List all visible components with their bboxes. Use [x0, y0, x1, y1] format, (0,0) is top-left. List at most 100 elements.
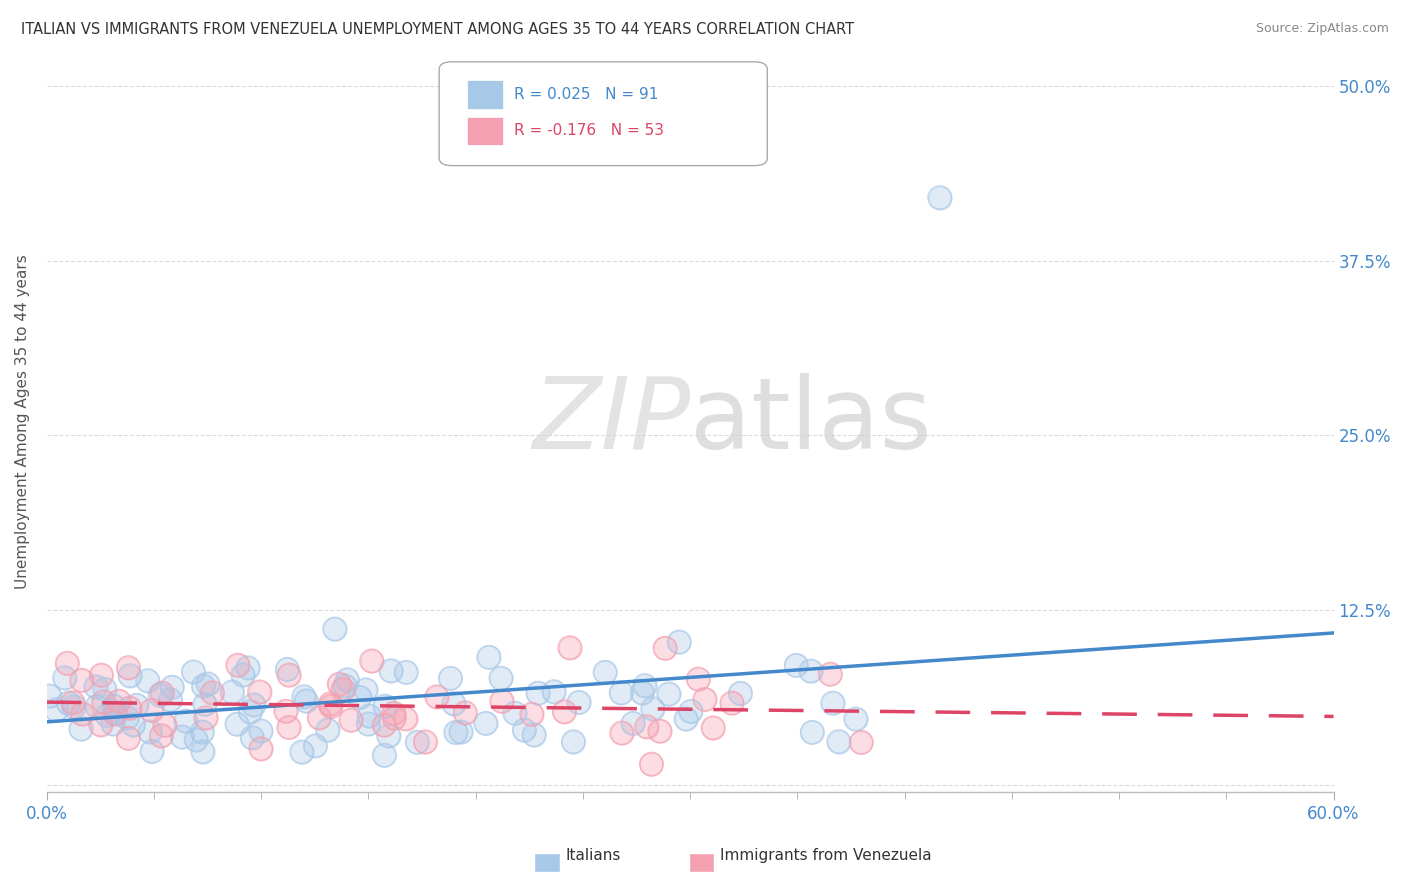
Point [38, 689, 60, 703]
Point [415, 735, 437, 749]
Point [104, 706, 127, 720]
Point [702, 721, 724, 735]
Point [688, 672, 710, 686]
Text: R = -0.176   N = 53: R = -0.176 N = 53 [513, 123, 664, 138]
Point [720, 696, 742, 710]
Point [304, 739, 326, 753]
Point [194, 711, 217, 725]
Point [276, 662, 298, 676]
Point [278, 668, 301, 682]
Point [53, 671, 76, 685]
Point [845, 712, 868, 726]
Point [610, 686, 633, 700]
Point [634, 678, 657, 692]
Point [443, 697, 465, 711]
Point [93, 695, 115, 709]
Point [194, 711, 217, 725]
Point [357, 717, 380, 731]
Point [328, 677, 350, 691]
Point [820, 667, 842, 681]
Point [562, 735, 585, 749]
Point [141, 703, 163, 717]
Point [828, 734, 851, 748]
Point [277, 720, 299, 734]
Point [450, 724, 472, 739]
Point [193, 679, 215, 693]
Point [636, 720, 658, 734]
Point [336, 673, 359, 687]
Point [183, 665, 205, 679]
Point [56, 657, 79, 671]
Point [150, 729, 173, 743]
Point [332, 682, 354, 697]
Point [654, 641, 676, 656]
Point [339, 713, 361, 727]
Point [730, 686, 752, 700]
Point [159, 693, 181, 707]
Point [354, 682, 377, 697]
Point [354, 682, 377, 697]
Point [250, 741, 273, 756]
Point [474, 716, 496, 731]
Point [377, 729, 399, 743]
Point [274, 704, 297, 718]
Point [183, 665, 205, 679]
Point [720, 696, 742, 710]
Point [304, 739, 326, 753]
Text: ZIP: ZIP [531, 373, 690, 470]
Point [226, 717, 249, 731]
Point [308, 710, 330, 724]
Point [108, 694, 131, 708]
Point [319, 699, 342, 714]
Point [394, 712, 416, 726]
Point [415, 735, 437, 749]
Point [84, 680, 107, 694]
Point [444, 725, 467, 739]
Point [668, 635, 690, 649]
Point [58, 696, 80, 710]
Point [520, 707, 543, 722]
Point [785, 658, 807, 673]
Point [159, 693, 181, 707]
Point [621, 716, 644, 731]
Point [160, 680, 183, 694]
Point [357, 709, 380, 723]
Point [72, 706, 94, 721]
Point [292, 690, 315, 704]
Point [70, 673, 93, 688]
Point [636, 720, 658, 734]
Point [821, 696, 844, 710]
Point [474, 716, 496, 731]
Point [668, 635, 690, 649]
Point [349, 690, 371, 705]
Point [503, 706, 526, 721]
Point [373, 718, 395, 732]
Point [122, 717, 145, 731]
Text: ITALIAN VS IMMIGRANTS FROM VENEZUELA UNEMPLOYMENT AMONG AGES 35 TO 44 YEARS CORR: ITALIAN VS IMMIGRANTS FROM VENEZUELA UNE… [21, 22, 855, 37]
Point [593, 665, 616, 680]
Point [693, 692, 716, 706]
FancyBboxPatch shape [439, 62, 768, 166]
Point [562, 735, 585, 749]
Point [96, 708, 118, 723]
Point [62, 696, 84, 710]
Point [174, 714, 197, 728]
Point [339, 713, 361, 727]
Point [316, 723, 339, 738]
Point [150, 686, 173, 700]
Point [278, 668, 301, 682]
Point [232, 668, 254, 682]
Point [641, 701, 664, 715]
Point [374, 699, 396, 714]
Point [439, 671, 461, 685]
Point [654, 641, 676, 656]
Point [785, 658, 807, 673]
Point [380, 664, 402, 678]
Point [443, 697, 465, 711]
Point [117, 711, 139, 725]
Point [104, 707, 127, 722]
Point [242, 698, 264, 712]
Point [851, 735, 873, 749]
Point [395, 665, 418, 680]
Point [232, 668, 254, 682]
